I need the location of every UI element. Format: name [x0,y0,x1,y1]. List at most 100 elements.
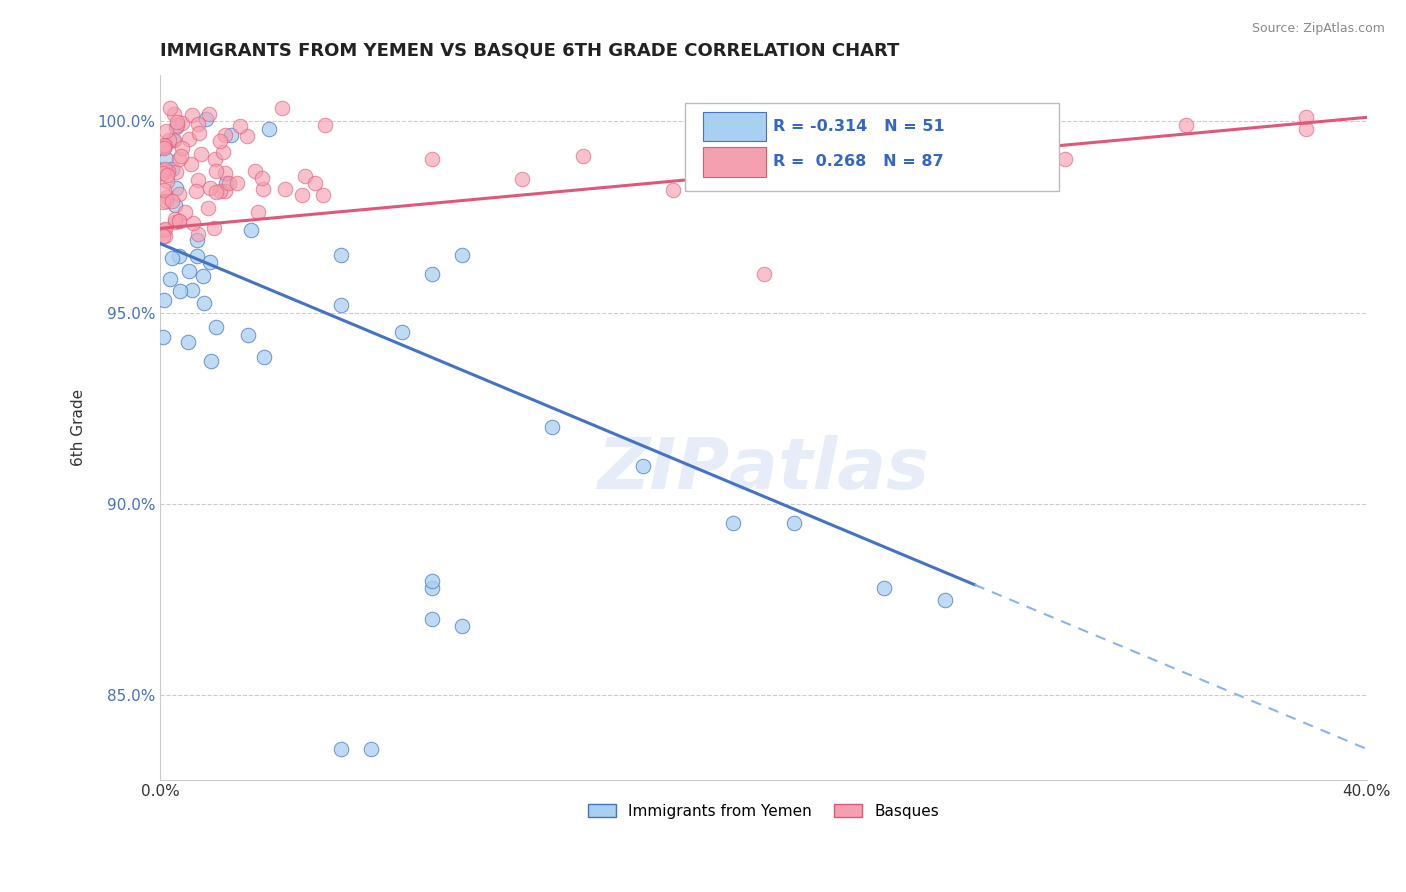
Point [211,145,233,160]
Point [752,153,775,167]
Point [813,171,835,186]
Point [167,187,190,202]
Point [214,184,236,198]
Point [571,148,593,162]
Text: R =  0.268   N = 87: R = 0.268 N = 87 [773,154,943,169]
Point [225,176,247,190]
Point [360,742,382,756]
Point [167,249,190,263]
Point [631,458,654,473]
Point [903,145,925,159]
Point [420,581,443,595]
Point [166,114,188,128]
Point [214,166,236,180]
Point [187,173,209,187]
Point [152,140,174,154]
Point [219,128,242,142]
Point [200,353,222,368]
Point [294,169,316,183]
Point [229,120,252,134]
Point [165,120,187,134]
Point [187,227,209,241]
Point [155,228,177,243]
Point [198,254,221,268]
Point [1174,118,1197,132]
Point [202,220,225,235]
Point [330,248,353,262]
Point [259,122,281,136]
Point [167,214,190,228]
Point [177,335,200,350]
Point [163,197,186,211]
Point [420,153,443,167]
Point [304,177,326,191]
Point [152,162,174,177]
Point [162,133,184,147]
Point [274,182,297,196]
Point [153,222,176,236]
Point [160,252,183,266]
Point [252,170,274,185]
Point [169,284,191,298]
Point [156,164,179,178]
Point [752,267,775,281]
FancyBboxPatch shape [703,147,766,177]
Point [177,264,200,278]
Point [165,165,187,179]
Point [190,146,212,161]
Point [236,328,259,343]
Point [156,174,179,188]
Point [541,420,564,434]
Point [163,133,186,147]
Point [159,101,181,115]
Point [160,162,183,177]
Point [291,188,314,202]
Point [153,141,176,155]
Point [186,233,208,247]
Point [198,107,221,121]
Point [214,128,236,142]
Point [246,205,269,219]
Point [205,185,228,199]
Point [253,350,276,364]
Point [177,132,200,146]
Point [156,168,179,182]
Point [215,176,238,190]
Point [205,319,228,334]
Point [180,157,202,171]
Point [391,325,413,339]
Text: IMMIGRANTS FROM YEMEN VS BASQUE 6TH GRADE CORRELATION CHART: IMMIGRANTS FROM YEMEN VS BASQUE 6TH GRAD… [160,42,900,60]
Point [191,268,214,283]
FancyBboxPatch shape [685,103,1059,192]
FancyBboxPatch shape [703,112,766,142]
Point [152,195,174,210]
Point [271,101,294,115]
Point [166,118,188,132]
Point [450,248,472,262]
Point [152,330,174,344]
Point [167,214,190,228]
Point [204,152,226,166]
Point [160,194,183,208]
Point [186,184,208,198]
Point [152,166,174,180]
Point [172,141,194,155]
Point [152,138,174,153]
Text: R = -0.314   N = 51: R = -0.314 N = 51 [773,120,945,134]
Point [198,181,221,195]
Point [723,516,745,530]
Point [873,581,896,595]
Point [180,108,202,122]
Point [167,152,190,166]
Text: Source: ZipAtlas.com: Source: ZipAtlas.com [1251,22,1385,36]
Point [163,211,186,226]
Point [209,184,232,198]
Point [188,126,211,140]
Point [197,202,219,216]
Point [314,119,336,133]
Point [163,107,186,121]
Point [934,592,956,607]
Point [420,612,443,626]
Point [187,117,209,131]
Point [420,574,443,588]
